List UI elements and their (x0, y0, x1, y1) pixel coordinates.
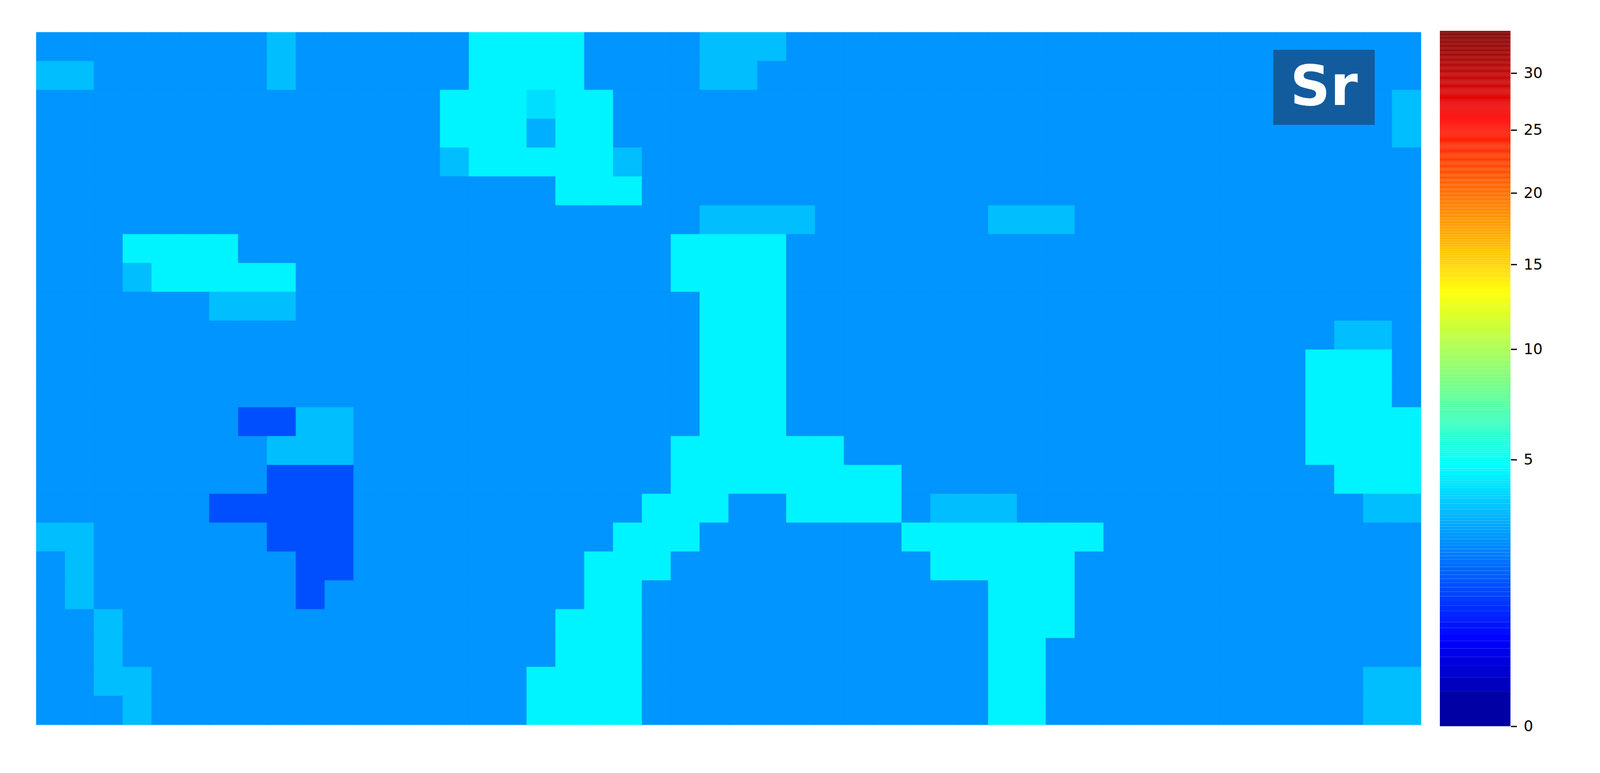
svg-text:25: 25 (1523, 120, 1543, 139)
svg-text:30: 30 (1523, 64, 1543, 82)
svg-text:10: 10 (1523, 340, 1543, 358)
svg-text:15: 15 (1523, 255, 1543, 274)
svg-text:0: 0 (1523, 717, 1534, 735)
html-text:Sr: Sr (1290, 53, 1358, 118)
svg-text:5: 5 (1523, 450, 1534, 469)
svg-text:20: 20 (1523, 184, 1543, 202)
